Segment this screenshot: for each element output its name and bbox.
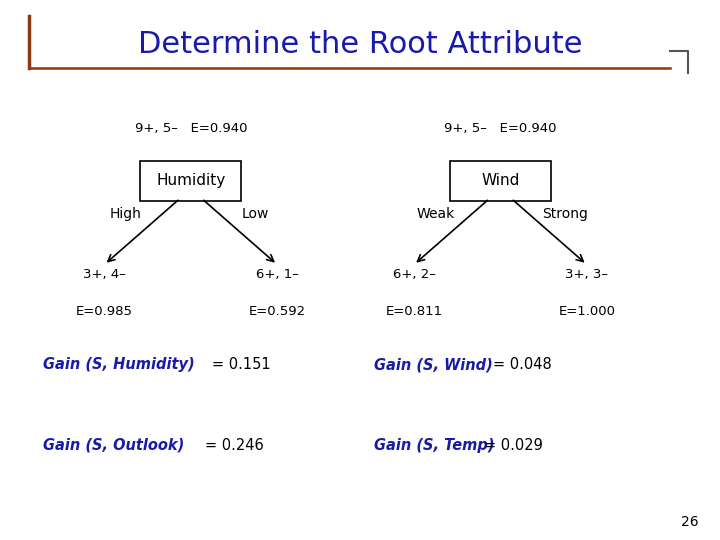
Text: High: High [110,207,142,221]
Text: Gain (S, Temp): Gain (S, Temp) [374,438,495,453]
Text: E=1.000: E=1.000 [558,305,616,318]
Text: = 0.151: = 0.151 [212,357,271,372]
Text: Determine the Root Attribute: Determine the Root Attribute [138,30,582,59]
Text: Gain (S, Wind): Gain (S, Wind) [374,357,493,372]
FancyBboxPatch shape [140,160,241,201]
Text: 3+, 3–: 3+, 3– [565,268,608,281]
Text: 6+, 1–: 6+, 1– [256,268,299,281]
Text: Strong: Strong [542,207,588,221]
Text: 26: 26 [681,515,698,529]
Text: Gain (S, Outlook): Gain (S, Outlook) [43,438,184,453]
Text: 9+, 5–   E=0.940: 9+, 5– E=0.940 [444,122,557,135]
Text: Low: Low [242,207,269,221]
Text: E=0.811: E=0.811 [385,305,443,318]
Text: = 0.048: = 0.048 [493,357,552,372]
Text: 9+, 5–   E=0.940: 9+, 5– E=0.940 [135,122,247,135]
Text: E=0.985: E=0.985 [76,305,133,318]
Text: 3+, 4–: 3+, 4– [83,268,126,281]
Text: Humidity: Humidity [156,173,225,188]
Text: 6+, 2–: 6+, 2– [392,268,436,281]
Text: Gain (S, Humidity): Gain (S, Humidity) [43,357,195,372]
Text: Weak: Weak [416,207,455,221]
Text: E=0.592: E=0.592 [248,305,306,318]
Text: = 0.029: = 0.029 [484,438,543,453]
Text: Wind: Wind [481,173,520,188]
FancyBboxPatch shape [450,160,551,201]
Text: = 0.246: = 0.246 [205,438,264,453]
